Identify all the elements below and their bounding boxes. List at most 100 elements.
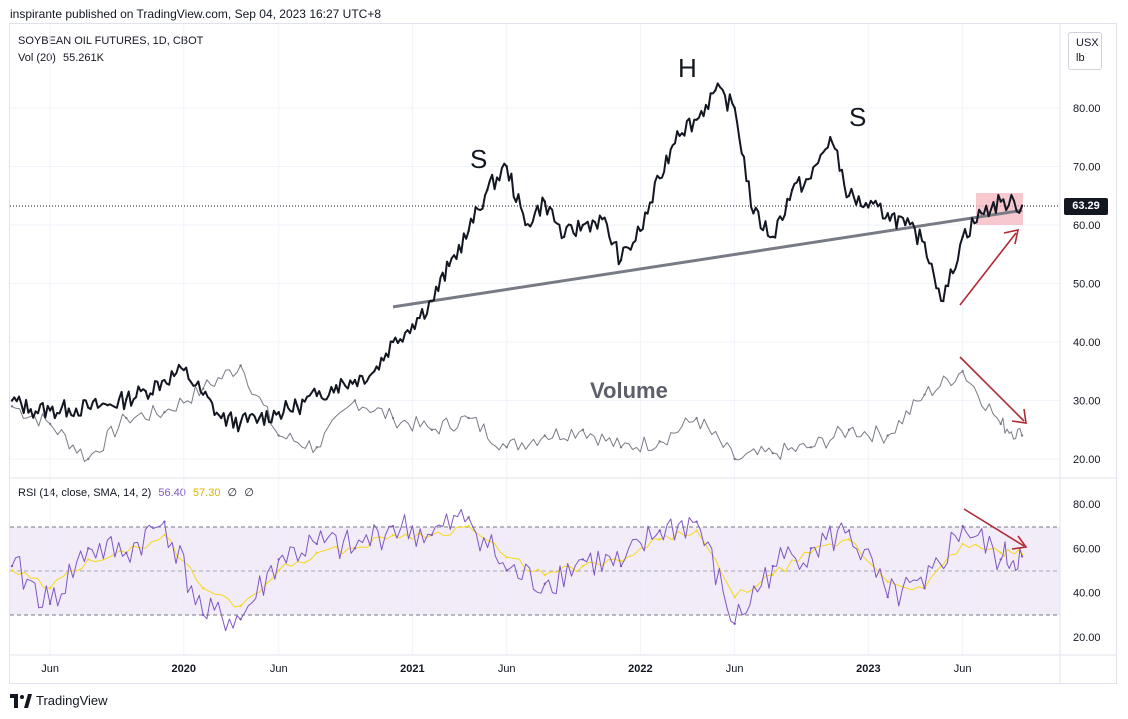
rsi-sma-line-point [87, 558, 90, 561]
rsi-line-point [733, 622, 736, 625]
symbol-legend[interactable]: SOYBEAN OIL FUTURES, 1D, CBOT [18, 35, 207, 47]
arrows-layer [959, 228, 1028, 550]
rsi-sma-line-point [961, 542, 964, 546]
rsi-line-point [999, 558, 1002, 561]
price-line-point [695, 118, 698, 121]
price-line-point [809, 177, 813, 180]
volume-ma-line-point [353, 399, 357, 402]
price-line-point [334, 384, 338, 387]
price-line-point [752, 212, 755, 215]
rsi-sma-line-point [391, 533, 395, 537]
rsi-line-point [315, 542, 319, 546]
volume-ma-line-point [733, 457, 736, 461]
rsi-line-point [619, 564, 623, 568]
rsi-sma-line-point [886, 580, 889, 583]
volume-ma-line-point [999, 422, 1002, 426]
rsi-sma-line-point [695, 529, 698, 532]
rsi-line-point [923, 587, 926, 590]
rsi-line-point [543, 582, 546, 585]
rsi-line-point [505, 569, 508, 572]
price-line-point [543, 200, 546, 203]
price-line-point [163, 378, 166, 382]
rsi-line-point [125, 551, 128, 554]
volume-ma-line-point [809, 446, 813, 449]
last-price-tag: 63.29 [1064, 198, 1108, 215]
rsi-sma-line-point [581, 564, 585, 568]
rsi-line-point [467, 516, 470, 519]
unit-line-1: USX [1076, 37, 1099, 49]
volume-legend[interactable]: Vol (20) 55.261K [18, 52, 108, 64]
volume-annotation: Volume [590, 378, 668, 403]
rsi-sma-line-point [999, 551, 1002, 554]
price-line-point [391, 340, 395, 344]
price-line-point [676, 130, 679, 133]
rsi-line-point [581, 558, 585, 561]
price-tick-label: 30.00 [1073, 396, 1101, 408]
price-tick-label: 80.00 [1073, 103, 1101, 115]
volume-ma-line-point [163, 411, 166, 414]
volume-ma-line-point [658, 440, 661, 443]
head-label: H [678, 53, 697, 83]
price-line-point [67, 407, 71, 410]
rsi-extra-2: ∅ [244, 487, 254, 499]
rsi-sma-line-point [658, 538, 661, 541]
neckline [392, 208, 1023, 309]
rsi-line-point [353, 547, 357, 550]
price-line-point [980, 212, 983, 215]
rsi-sma-line-point [277, 569, 280, 572]
price-line-point [505, 165, 508, 168]
price-line-point [182, 368, 185, 372]
price-line-point [867, 206, 870, 209]
price-line-point [201, 393, 205, 396]
price-line-point [733, 106, 736, 110]
footer[interactable]: TradingView [10, 693, 108, 708]
volume-ma-line-point [125, 416, 128, 420]
volume-ma-line-point [87, 457, 90, 461]
volume-ma-line-point [543, 434, 546, 437]
chart-frame [9, 23, 1117, 684]
rsi-line-point [695, 520, 698, 523]
volume-ma-line-point [771, 451, 774, 455]
price-line-point [619, 258, 623, 262]
price-tick-label: 20.00 [1073, 454, 1101, 466]
rsi-down-arrowhead [1011, 535, 1028, 550]
price-line-point [1020, 204, 1024, 207]
tradingview-logo-icon [10, 693, 32, 708]
volume-ma-line-point [430, 428, 433, 431]
axis-layer: 20.00 30.00 40.00 50.00 60.00 70.00 80.00 20.00… [41, 103, 1100, 675]
rsi-sma-line-point [163, 533, 166, 537]
rsi-sma-line [11, 525, 1023, 608]
volume-ma-line-point [1020, 434, 1024, 437]
rsi-line-point [10, 564, 14, 568]
rsi-label: RSI (14, close, SMA, 14, 2) [18, 487, 152, 499]
price-line-point [258, 416, 261, 420]
price-line-point [581, 223, 585, 227]
unit-selector[interactable]: USX lb [1068, 32, 1102, 70]
price-line-point [562, 235, 566, 238]
volume-ma-line-point [619, 446, 623, 449]
rsi-down-arrow [963, 508, 1025, 547]
rsi-line-point [658, 529, 661, 532]
price-tick-label: 50.00 [1073, 279, 1101, 291]
price-line-point [961, 235, 964, 238]
rsi-legend[interactable]: RSI (14, close, SMA, 14, 2) 56.40 57.30 … [18, 486, 258, 499]
price-line-point [639, 229, 642, 233]
price-line-point [373, 370, 376, 373]
volume-ma-line-point [201, 387, 205, 390]
rsi-sma-line-point [10, 569, 14, 572]
volume-ma-line-point [277, 434, 280, 437]
rsi-line [11, 509, 1023, 632]
price-line-point [411, 323, 414, 326]
rsi-extra-1: ∅ [227, 487, 238, 499]
rsi-line-point [48, 602, 52, 605]
price-line-point [29, 408, 32, 411]
price-line-point [886, 212, 889, 215]
volume-ma-line-point [961, 370, 964, 373]
price-line-point [999, 200, 1002, 203]
price-line-point [847, 194, 851, 197]
price-line-point [106, 403, 109, 407]
price-line-point [239, 421, 242, 424]
published-line: inspirante published on TradingView.com,… [10, 7, 382, 21]
price-line-point [448, 264, 451, 268]
